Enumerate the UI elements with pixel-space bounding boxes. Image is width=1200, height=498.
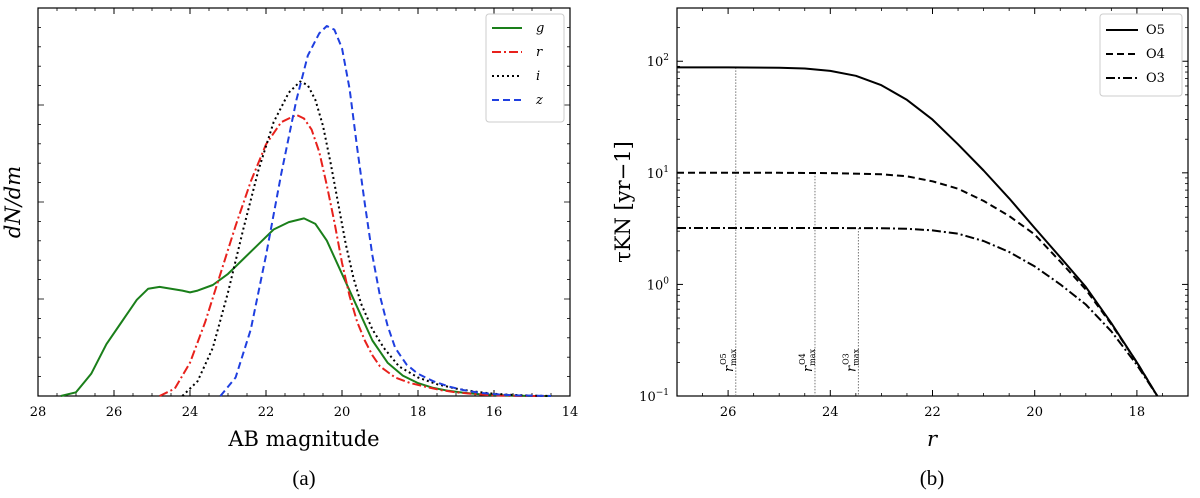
legend-label-O4: O4: [1146, 47, 1165, 62]
panel-b-y-ticks: 10−1 100 101 102: [639, 7, 1188, 405]
panel-b-y-label: τKN [yr−1]: [611, 141, 635, 263]
x-tick-label: 18: [1129, 405, 1146, 420]
legend-label-r: r: [536, 45, 543, 60]
x-tick-label: 20: [1026, 405, 1043, 420]
legend-label-O3: O3: [1146, 71, 1165, 86]
panel-a-series: [60, 25, 552, 397]
x-tick-label: 20: [334, 405, 351, 420]
y-tick-label: 100: [647, 276, 670, 293]
series-line-r: [159, 113, 548, 397]
x-tick-label: 18: [410, 405, 427, 420]
panel-a-x-label: AB magnitude: [227, 427, 379, 451]
x-tick-label: 26: [720, 405, 737, 420]
series-line-O4: [677, 171, 1159, 397]
x-tick-label: 16: [486, 405, 503, 420]
caption-b: (b): [920, 466, 945, 490]
panel-b-x-ticks: 26 24 22 20 18: [676, 8, 1189, 420]
legend-label-i: i: [536, 69, 540, 84]
legend-label-g: g: [536, 21, 544, 36]
panel-b-markers: rmaxO5 rmaxO4 rmaxO3: [719, 67, 860, 396]
marker-label-O3: rmaxO3: [841, 348, 860, 372]
panel-b-legend: O5 O4 O3: [1099, 13, 1183, 97]
x-tick-label: 24: [822, 405, 839, 420]
x-tick-label: 24: [182, 405, 199, 420]
legend-label-z: z: [535, 93, 543, 108]
x-tick-label: 14: [562, 405, 579, 420]
panel-b-x-label: r: [927, 427, 939, 451]
series-line-i: [181, 80, 552, 397]
x-tick-label: 22: [924, 405, 941, 420]
series-line-z: [219, 25, 552, 397]
caption-a: (a): [292, 466, 315, 490]
panel-a-x-ticks: 28 26 24 22 20 18 16 14: [30, 8, 579, 420]
x-tick-label: 22: [258, 405, 275, 420]
y-tick-label: 102: [647, 53, 669, 70]
panel-a-legend-box: [485, 13, 565, 123]
series-line-O3: [677, 227, 1159, 397]
x-tick-label: 26: [106, 405, 123, 420]
panel-b-legend-box: [1099, 13, 1183, 97]
series-line-g: [60, 217, 551, 397]
series-line-O5: [677, 66, 1159, 397]
x-tick-label: 28: [30, 405, 47, 420]
y-tick-label: 10−1: [639, 388, 669, 405]
y-tick-label: 101: [647, 165, 669, 182]
marker-label-O5: rmaxO5: [719, 348, 738, 372]
panel-a-y-label: dN/dm: [1, 166, 25, 238]
marker-label-O4: rmaxO4: [798, 348, 817, 372]
panel-b-series: [677, 66, 1159, 397]
panel-a: 28 26 24 22 20 18 16 14 AB magnitude dN/dm (a) …: [1, 7, 579, 490]
legend-label-O5: O5: [1146, 23, 1165, 38]
